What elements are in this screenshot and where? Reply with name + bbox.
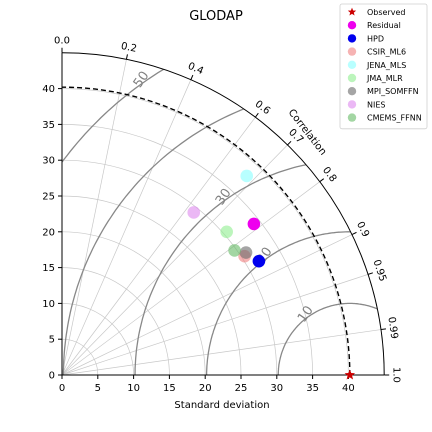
chart-title: GLODAP	[189, 9, 243, 24]
correlation-grid-line	[61, 59, 127, 376]
legend-label: JENA_MLS	[366, 61, 406, 70]
y-tick-label: 40	[42, 84, 55, 95]
correlation-tick	[367, 272, 374, 275]
rmsd-contour	[205, 231, 385, 375]
std-grid-arc	[61, 231, 206, 376]
point-jena-mls	[240, 169, 254, 183]
correlation-tick-label: 0.2	[120, 41, 138, 55]
rmsd-contour	[277, 302, 385, 375]
y-tick-label: 25	[42, 192, 55, 203]
legend-marker-mpi-somffn	[347, 87, 357, 96]
point-mpi-somffn	[239, 246, 253, 259]
x-tick-label: 15	[163, 383, 176, 394]
correlation-tick	[287, 140, 292, 146]
legend-marker-hpd	[347, 34, 357, 43]
y-tick-label: 20	[42, 227, 55, 238]
correlation-tick	[380, 328, 387, 331]
correlation-grid-line	[61, 79, 192, 376]
correlation-tick-label: 1.0	[390, 367, 401, 383]
x-axis-label: Standard deviation	[174, 400, 269, 411]
legend-label: Observed	[367, 8, 406, 17]
legend-marker-residual	[347, 21, 357, 30]
legend-box	[339, 3, 428, 130]
legend-marker-cmems-ffnn	[347, 113, 357, 122]
correlation-grid-line	[61, 181, 320, 376]
legend-marker-nies	[347, 100, 357, 109]
correlation-tick-label: 0.99	[385, 316, 399, 340]
point-residual	[247, 217, 261, 231]
correlation-tick	[125, 54, 128, 60]
data-points	[187, 169, 356, 380]
correlation-tick-label: 0.9	[354, 220, 371, 239]
y-tick-label: 0	[49, 371, 55, 382]
x-tick-label: 5	[95, 383, 101, 394]
std-grid-arc	[61, 267, 170, 376]
rmsd-label: 50	[131, 69, 153, 91]
x-tick-label: 40	[342, 383, 355, 394]
correlation-tick-label: 0.0	[54, 36, 70, 47]
legend-label: JMA_MLR	[366, 74, 403, 83]
x-tick-label: 10	[127, 383, 140, 394]
legend: Observed Residual HPD CSIR_ML6 JENA_MLS JMA_M…	[339, 3, 428, 130]
legend-label: HPD	[367, 34, 384, 43]
correlation-tick	[190, 74, 194, 80]
x-tick-label: 30	[270, 383, 283, 394]
point-hpd	[252, 254, 266, 268]
correlation-tick-label: 0.95	[371, 258, 388, 283]
legend-label: MPI_SOMFFN	[367, 87, 419, 96]
x-tick-label: 20	[199, 383, 212, 394]
x-tick-label: 35	[306, 383, 319, 394]
y-tick-label: 15	[42, 263, 55, 274]
reference-std-arc	[61, 86, 351, 376]
y-tick-label: 30	[42, 156, 55, 167]
correlation-tick-label: 0.6	[253, 99, 272, 117]
correlation-tick-label: 0.8	[320, 165, 338, 184]
legend-label: CMEMS_FFNN	[367, 114, 422, 123]
legend-label: NIES	[367, 100, 385, 109]
std-grid-arc	[61, 88, 349, 376]
legend-marker-jena-mls	[347, 60, 357, 69]
correlation-tick-label: 0.4	[186, 61, 205, 77]
std-grid-arc	[61, 338, 99, 376]
correlation-tick	[351, 231, 357, 236]
legend-label: CSIR_ML6	[367, 48, 406, 57]
point-observed	[344, 369, 356, 380]
correlation-grid-line	[61, 117, 256, 376]
y-tick-label: 5	[49, 335, 55, 346]
rmsd-label: 10	[295, 303, 317, 325]
correlation-grid-line	[61, 274, 369, 376]
point-nies	[187, 206, 201, 219]
correlation-grid-line	[61, 329, 382, 376]
x-tick-label: 25	[235, 383, 248, 394]
point-jma-mlr	[220, 225, 233, 239]
correlation-tick	[319, 178, 325, 183]
y-tick-label: 35	[42, 120, 55, 131]
std-grid-arc	[61, 303, 134, 376]
rmsd-contour	[62, 87, 385, 376]
correlation-grid-line	[61, 144, 288, 376]
std-grid-arc	[61, 159, 278, 376]
legend-marker-observed	[347, 7, 357, 16]
std-grid-arc	[61, 195, 242, 376]
correlation-grid-line	[61, 234, 353, 376]
outer-correlation-arc	[61, 52, 385, 376]
grid	[61, 52, 385, 376]
legend-marker-jma-mlr	[347, 73, 357, 83]
legend-marker-csir-ml6	[347, 47, 357, 56]
rmsd-label: 30	[213, 186, 235, 208]
legend-label: Residual	[367, 21, 401, 30]
point-cmems-ffnn	[228, 244, 241, 257]
correlation-tick	[254, 112, 259, 118]
std-grid-arc	[61, 124, 313, 376]
x-tick-label: 0	[59, 383, 65, 394]
y-tick-label: 10	[42, 299, 55, 310]
